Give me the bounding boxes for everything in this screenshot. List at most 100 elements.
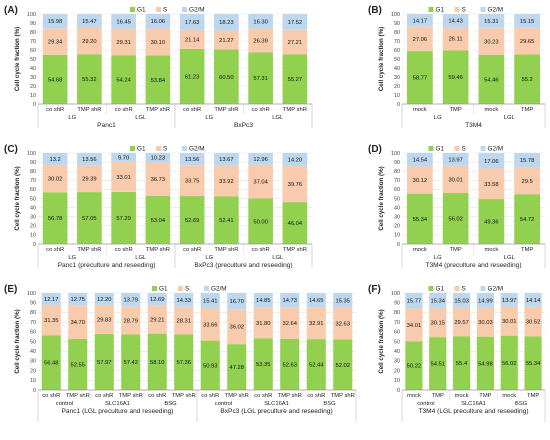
panel-label: (C) [4,144,18,155]
subgroup-label: control [417,401,434,407]
x-tick-label: co shR [252,247,270,253]
subgroup-label: BSG [515,401,528,407]
bar-segment-S [200,307,220,341]
bar-segment-S [500,306,518,336]
data-label: 54.98 [478,361,493,367]
bar-segment-G2M [248,14,273,29]
x-tick-label: mock [502,393,516,399]
data-label: 30.15 [430,321,445,327]
data-label: 27.21 [288,40,303,46]
data-label: 29.21 [150,317,165,323]
data-label: 14.33 [176,298,191,304]
bar-segment-G2M [77,14,102,28]
y-tick-label: 30 [30,359,36,365]
legend-label: S [163,146,167,153]
data-label: 13.97 [448,157,463,163]
legend-swatch-1 [178,286,183,291]
data-label: 29.31 [116,40,131,46]
y-tick-label: 50 [30,57,36,63]
data-label: 55.34 [526,361,541,367]
legend-swatch-2 [182,146,187,151]
legend-swatch-1 [454,146,460,151]
legend-swatch-2 [204,286,209,291]
y-tick-label: 10 [30,93,36,99]
y-tick-label: 80 [30,169,36,175]
subgroup-label: LG [205,255,213,261]
bar-segment-G1 [94,333,114,390]
data-label: 34.70 [70,320,85,326]
y-axis-title: Cell cycle fraction (%) [14,166,21,230]
y-axis-title: Cell cycle fraction (%) [378,27,385,91]
y-tick-label: 70 [30,178,36,184]
bar-segment-S [407,166,433,194]
legend-label: G2/M [488,146,504,153]
y-tick-label: 100 [27,151,36,157]
x-tick-label: co shR [254,393,272,399]
bar-segment-S [174,306,194,335]
legend-label: G1 [137,7,146,14]
data-label: 16.06 [151,19,166,25]
bar-segment-S [282,165,308,203]
bar-segment-S [94,304,114,334]
bar-segment-G2M [476,293,494,308]
bar-segment-G2M [524,293,542,307]
data-label: 14.14 [526,298,541,304]
data-label: 29.39 [82,177,97,183]
x-tick-label: TMP [521,107,533,113]
bar-segment-G1 [121,334,141,390]
y-tick-label: 80 [30,310,36,316]
data-label: 30.01 [502,319,517,325]
bar-segment-G2M [200,293,220,308]
bar-segment-S [524,306,542,337]
bar-segment-G1 [500,335,518,390]
data-label: 31.80 [256,321,271,327]
subgroup-label: control [56,401,73,407]
data-label: 14.17 [413,18,428,24]
bar-segment-S [68,305,88,340]
data-label: 14.54 [413,158,428,164]
x-tick-label: TMP shR [214,247,238,253]
y-tick-label: 70 [30,39,36,45]
subgroup-label: LG [434,115,442,121]
x-tick-label: mock [484,107,498,113]
group-label: BxPc3 (preculture and reseeding) [194,262,292,269]
data-label: 29.20 [82,39,97,45]
bar-segment-S [248,28,273,53]
data-label: 26.39 [253,39,268,45]
group-label: BxPc3 (LGL preculture and reseeding) [220,408,332,415]
data-label: 56.48 [44,361,59,367]
bar-segment-S [77,27,102,55]
data-label: 12.69 [150,297,165,303]
bar-segment-S [442,26,469,51]
y-tick-label: 80 [394,310,400,316]
x-tick-label: mock [413,107,427,113]
x-tick-label: co shR [201,393,219,399]
x-tick-label: co shR [95,393,113,399]
subgroup-label: LG [434,255,442,261]
bar-segment-G2M [306,293,326,308]
data-label: 29.5 [521,179,532,185]
legend-label: S [462,146,466,153]
legend-swatch-0 [428,286,434,291]
data-label: 56.78 [48,216,63,222]
data-label: 14.85 [256,298,271,304]
data-label: 53.04 [151,218,166,224]
y-axis-title: Cell cycle fraction (%) [378,166,385,230]
data-label: 50.00 [253,219,268,225]
bar-segment-S [514,167,540,195]
chart-panel-4: (E) Cell cycle fraction (%) 0 10 20 30 40 50 60 7… [4,284,357,422]
bar-segment-G1 [41,335,61,390]
group-label: Panc1 [97,122,116,129]
legend-swatch-1 [156,146,161,151]
bar-segment-S [442,165,469,194]
y-tick-label: 30 [394,359,400,365]
bar-segment-G1 [478,199,505,244]
legend-swatch-2 [480,7,486,12]
x-tick-label: TMP shR [214,107,238,113]
x-tick-label: co shR [46,107,64,113]
y-tick-label: 60 [30,330,36,336]
bar-segment-S [478,27,505,55]
data-label: 55.27 [288,77,303,83]
subgroup-label: LG [68,255,76,261]
group-label: Panc1 (preculture and reseeding) [58,262,156,269]
